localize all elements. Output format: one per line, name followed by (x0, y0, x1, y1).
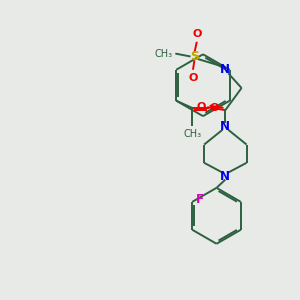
Text: O: O (192, 29, 202, 39)
Text: O: O (196, 102, 206, 112)
Text: S: S (190, 50, 199, 63)
Text: N: N (220, 169, 230, 183)
Text: O: O (188, 73, 198, 83)
Text: F: F (196, 193, 204, 206)
Text: N: N (220, 120, 230, 133)
Text: CH₃: CH₃ (154, 49, 172, 58)
Text: CH₃: CH₃ (183, 129, 202, 139)
Text: O: O (210, 103, 219, 113)
Text: N: N (220, 63, 230, 76)
